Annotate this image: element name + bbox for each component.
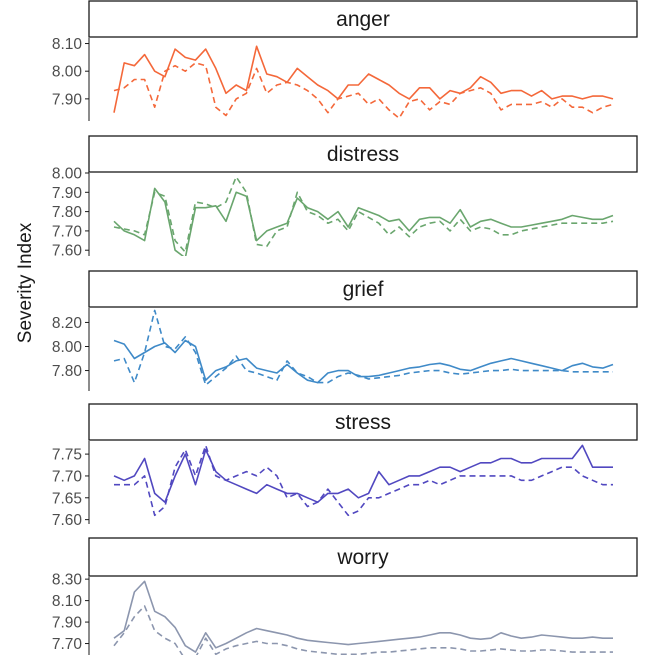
series-line-anger-solid [113, 45, 614, 113]
y-axis-label: Severity Index [15, 222, 36, 343]
y-tick-label-stress: 7.75 [52, 447, 82, 464]
strip-grief [88, 270, 638, 308]
y-tick-label-stress: 7.65 [52, 490, 82, 507]
y-tick-label-worry: 7.70 [52, 636, 83, 653]
facet-stress: stress 7.60 7.65 7.70 7.75 [52, 403, 638, 529]
y-tick-label-worry: 8.30 [52, 572, 83, 589]
strip-label-stress: stress [335, 411, 391, 434]
facet-panels: anger 7.90 8.00 8.10 distress 7.60 7.70 7.80 7.9… [52, 0, 638, 655]
series-line-worry-dashed [113, 605, 613, 655]
series-line-anger-dashed [113, 62, 614, 119]
series-line-distress-solid [113, 187, 614, 256]
series-line-grief-solid [113, 339, 614, 384]
strip-label-grief: grief [343, 278, 384, 301]
y-tick-label-stress: 7.60 [52, 512, 83, 529]
y-tick-label-stress: 7.70 [52, 468, 83, 485]
facet-anger: anger 7.90 8.00 8.10 [52, 0, 638, 121]
y-tick-label-anger: 8.10 [52, 36, 83, 53]
y-tick-label-distress: 7.80 [52, 204, 83, 221]
y-tick-label-grief: 8.20 [52, 315, 83, 332]
y-tick-label-anger: 7.90 [52, 91, 83, 108]
series-line-grief-dashed [113, 309, 613, 386]
y-tick-label-grief: 8.00 [52, 339, 83, 356]
facet-distress: distress 7.60 7.70 7.80 7.90 8.00 [52, 135, 638, 260]
series-line-stress-solid [113, 444, 613, 504]
y-tick-label-distress: 8.00 [52, 166, 83, 183]
strip-anger [88, 0, 638, 38]
y-tick-label-anger: 8.00 [52, 64, 83, 81]
strip-label-distress: distress [327, 143, 399, 166]
series-line-distress-dashed [113, 176, 614, 253]
facet-grief: grief 7.80 8.00 8.20 [52, 270, 638, 391]
y-tick-label-grief: 7.80 [52, 363, 83, 380]
strip-distress [88, 135, 638, 173]
y-tick-label-distress: 7.70 [52, 223, 83, 240]
series-line-stress-dashed [114, 444, 613, 517]
y-tick-label-distress: 7.90 [52, 185, 83, 202]
series-line-worry-solid [113, 580, 613, 653]
y-tick-label-worry: 7.90 [52, 615, 83, 632]
y-tick-label-worry: 8.10 [52, 593, 83, 610]
strip-label-worry: worry [336, 546, 389, 569]
strip-stress [88, 403, 638, 441]
y-tick-label-distress: 7.60 [52, 243, 83, 260]
strip-worry [88, 537, 638, 577]
strip-label-anger: anger [336, 8, 390, 31]
